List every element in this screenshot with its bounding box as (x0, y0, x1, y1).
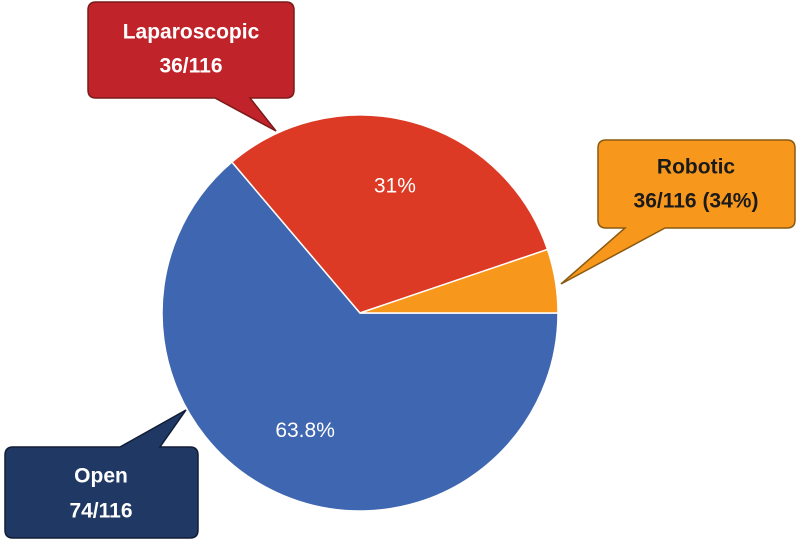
callout-count: 36/116 (159, 55, 222, 78)
slice-label: 63.8% (275, 419, 335, 442)
callout-name: Open (74, 465, 128, 488)
callout-name: Robotic (657, 156, 735, 179)
callout-robotic: Robotic 36/116 (34%) (560, 139, 796, 285)
callout-open: Open 74/116 (4, 409, 199, 539)
slice (161, 160, 559, 512)
slice (359, 248, 559, 314)
callout-name: Laparoscopic (123, 21, 260, 44)
callout-count: 74/116 (69, 500, 132, 523)
callout-count: 36/116 (34%) (634, 190, 759, 213)
slice-label: 31% (374, 175, 416, 198)
callout-laparoscopic: Laparoscopic 36/116 (87, 1, 295, 132)
pie: 63.8% 31% (161, 114, 559, 512)
slice (230, 114, 549, 314)
callout-box (87, 1, 295, 132)
callout-box (4, 409, 199, 539)
callout-box (560, 139, 796, 285)
